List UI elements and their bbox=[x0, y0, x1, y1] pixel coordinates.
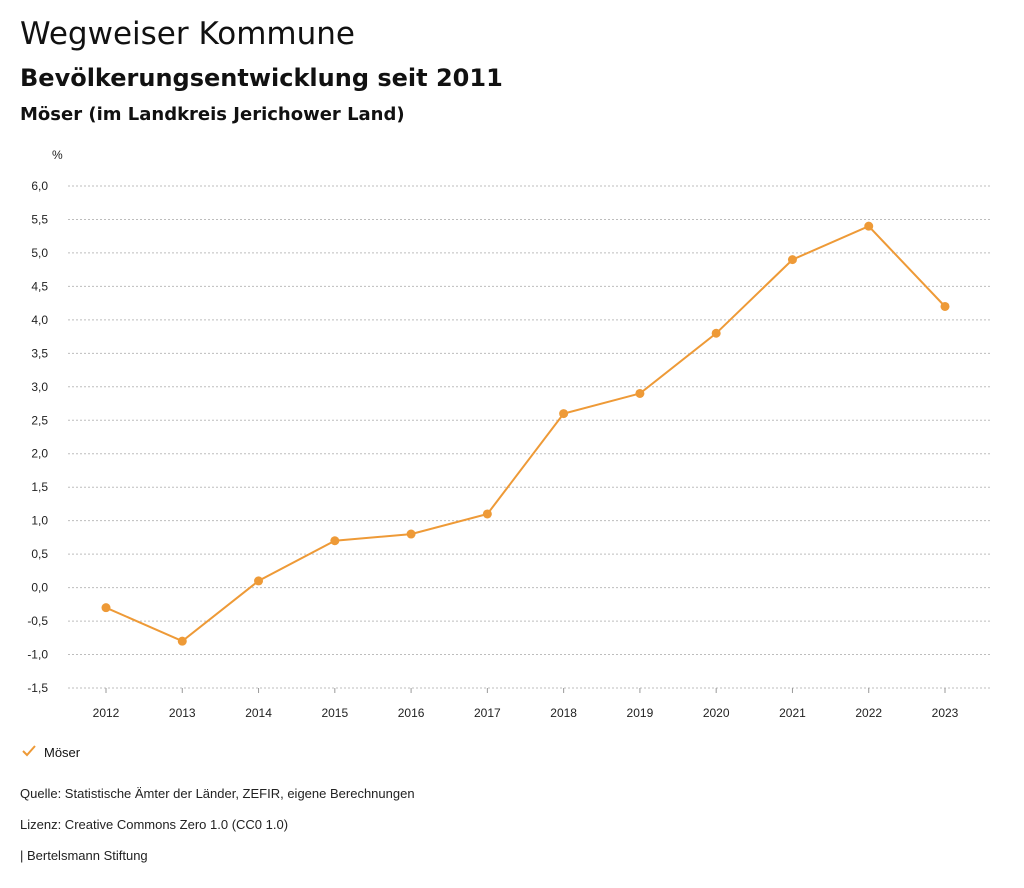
x-tick-label: 2019 bbox=[627, 706, 654, 720]
y-tick-label: 4,5 bbox=[31, 279, 48, 293]
y-tick-label: 5,5 bbox=[31, 212, 48, 226]
grid-lines bbox=[68, 185, 990, 689]
x-tick-label: 2013 bbox=[169, 706, 196, 720]
checkmark-icon bbox=[22, 745, 36, 760]
y-tick-label: 1,0 bbox=[31, 514, 48, 528]
data-point[interactable] bbox=[482, 509, 492, 519]
y-axis-label: % bbox=[52, 148, 63, 162]
publisher-text: | Bertelsmann Stiftung bbox=[20, 848, 148, 863]
data-point[interactable] bbox=[330, 536, 340, 546]
x-tick-label: 2021 bbox=[779, 706, 806, 720]
source-text: Quelle: Statistische Ämter der Länder, Z… bbox=[20, 786, 415, 801]
data-point[interactable] bbox=[177, 636, 187, 646]
line-chart: % 6,0 5,5 5,0 4,5 4,0 3,5 3,0 2,5 2,0 1,5 1,0 0,5 0,… bbox=[27, 148, 990, 720]
y-tick-label: 0,5 bbox=[31, 547, 48, 561]
y-tick-label: 3,0 bbox=[31, 380, 48, 394]
x-tick-label: 2017 bbox=[474, 706, 501, 720]
y-tick-label: 0,0 bbox=[31, 581, 48, 595]
x-tick-label: 2015 bbox=[321, 706, 348, 720]
data-point[interactable] bbox=[559, 409, 569, 419]
y-tick-label: -1,5 bbox=[27, 681, 48, 695]
x-axis-ticks: 2012 2013 2014 2015 2016 2017 2018 2019 2020 2021… bbox=[93, 688, 959, 720]
x-tick-label: 2016 bbox=[398, 706, 425, 720]
chart-subtitle: Bevölkerungsentwicklung seit 2011 bbox=[20, 64, 503, 92]
data-points bbox=[101, 221, 950, 646]
region-label: Möser (im Landkreis Jerichower Land) bbox=[20, 104, 405, 125]
y-tick-label: 6,0 bbox=[31, 179, 48, 193]
y-tick-label: 3,5 bbox=[31, 346, 48, 360]
y-tick-label: -1,0 bbox=[27, 648, 48, 662]
y-tick-label: 4,0 bbox=[31, 313, 48, 327]
data-point[interactable] bbox=[254, 576, 264, 586]
legend-label: Möser bbox=[44, 745, 81, 760]
data-point[interactable] bbox=[635, 388, 645, 398]
y-tick-label: 5,0 bbox=[31, 246, 48, 260]
x-tick-label: 2012 bbox=[93, 706, 120, 720]
y-axis-ticks: 6,0 5,5 5,0 4,5 4,0 3,5 3,0 2,5 2,0 1,5 1,0 0,5 0,0 -… bbox=[27, 179, 48, 695]
data-point[interactable] bbox=[101, 603, 111, 613]
y-tick-label: 1,5 bbox=[31, 480, 48, 494]
license-text: Lizenz: Creative Commons Zero 1.0 (CC0 1… bbox=[20, 817, 289, 832]
series-line-moeser bbox=[105, 225, 946, 643]
y-tick-label: 2,5 bbox=[31, 413, 48, 427]
data-point[interactable] bbox=[787, 255, 797, 265]
x-tick-label: 2018 bbox=[550, 706, 577, 720]
x-tick-label: 2020 bbox=[703, 706, 730, 720]
x-tick-label: 2023 bbox=[932, 706, 959, 720]
data-point[interactable] bbox=[940, 301, 950, 311]
y-tick-label: 2,0 bbox=[31, 447, 48, 461]
legend-item-moeser[interactable]: Möser bbox=[22, 745, 80, 760]
x-tick-label: 2014 bbox=[245, 706, 272, 720]
y-tick-label: -0,5 bbox=[27, 614, 48, 628]
data-point[interactable] bbox=[864, 221, 874, 231]
data-point[interactable] bbox=[406, 529, 416, 539]
x-tick-label: 2022 bbox=[855, 706, 882, 720]
page-title: Wegweiser Kommune bbox=[20, 16, 355, 52]
data-point[interactable] bbox=[711, 328, 721, 338]
